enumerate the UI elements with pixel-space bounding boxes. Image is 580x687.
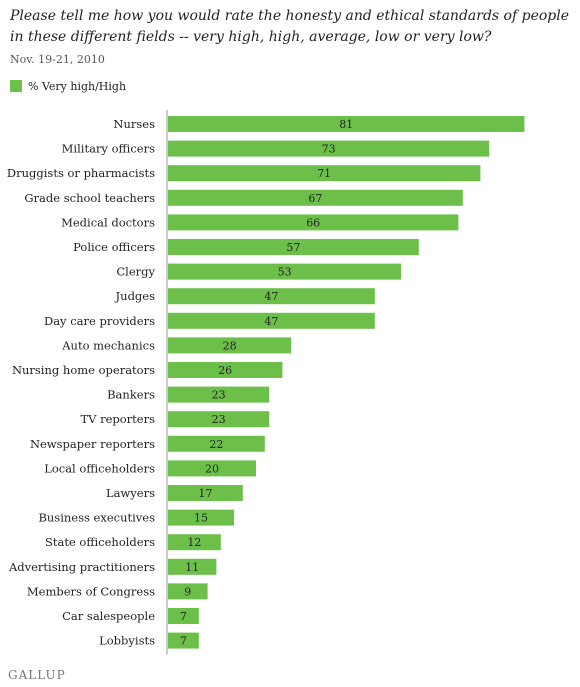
category-label: Nursing home operators	[12, 363, 155, 377]
category-label: Military officers	[62, 142, 155, 156]
chart-subtitle: Nov. 19-21, 2010	[10, 53, 105, 66]
data-label: 57	[286, 241, 300, 254]
data-label: 66	[306, 216, 320, 229]
data-label: 15	[194, 512, 208, 525]
category-label: Lawyers	[106, 486, 155, 500]
bar	[168, 337, 292, 354]
bar	[168, 608, 199, 624]
data-label: 23	[212, 413, 226, 426]
bar	[168, 165, 481, 182]
category-label: Lobbyists	[99, 634, 155, 648]
bar	[168, 312, 375, 329]
legend-label: % Very high/High	[28, 79, 127, 93]
data-label: 12	[187, 536, 201, 549]
bar	[168, 386, 270, 403]
bar	[168, 239, 419, 255]
category-label: Clergy	[116, 265, 155, 279]
category-label: State officeholders	[45, 535, 155, 549]
data-label: 47	[264, 315, 278, 328]
data-label: 67	[308, 192, 322, 205]
data-label: 71	[317, 167, 331, 180]
bar-chart: Nurses 81 Military officers 73 Druggists or …	[7, 110, 525, 655]
data-label: 7	[180, 610, 187, 623]
gallup-logo: GALLUP	[8, 668, 66, 682]
bar	[168, 534, 221, 551]
chart-title: Please tell me how you would rate the ho…	[10, 8, 570, 45]
bar	[168, 140, 490, 157]
category-label: Nurses	[113, 117, 155, 131]
data-label: 22	[209, 438, 223, 451]
category-label: Police officers	[73, 240, 155, 254]
legend-swatch	[10, 80, 22, 92]
data-label: 53	[278, 266, 292, 279]
data-label: 81	[339, 118, 353, 131]
bar	[168, 509, 234, 526]
category-label: Auto mechanics	[61, 338, 155, 352]
data-label: 47	[264, 290, 278, 303]
category-label: Members of Congress	[27, 584, 155, 598]
category-label: Medical doctors	[61, 215, 155, 229]
category-label: Local officeholders	[44, 461, 155, 475]
bar	[168, 411, 270, 428]
data-label: 23	[212, 389, 226, 402]
bar	[168, 435, 265, 452]
data-label: 11	[185, 561, 199, 574]
bar	[168, 632, 199, 649]
data-label: 9	[184, 585, 191, 598]
bar	[168, 558, 217, 575]
data-label: 17	[198, 487, 212, 500]
bar	[168, 460, 256, 477]
category-label: Judges	[115, 289, 156, 303]
bar	[168, 288, 375, 305]
bar	[168, 583, 208, 600]
bar	[168, 116, 525, 132]
data-label: 20	[205, 462, 219, 475]
bar	[168, 214, 459, 231]
category-label: Druggists or pharmacists	[7, 166, 155, 180]
category-label: Grade school teachers	[24, 191, 155, 205]
category-label: TV reporters	[80, 412, 155, 426]
data-label: 7	[180, 635, 187, 648]
data-label: 26	[218, 364, 232, 377]
bar	[168, 189, 463, 206]
data-label: 28	[223, 339, 237, 352]
legend: % Very high/High	[10, 79, 126, 93]
bar	[168, 485, 243, 501]
category-label: Bankers	[107, 388, 155, 402]
category-label: Day care providers	[44, 314, 155, 328]
data-label: 73	[322, 143, 336, 156]
category-label: Business executives	[38, 511, 155, 525]
bar	[168, 263, 402, 280]
bar	[168, 362, 283, 378]
category-label: Newspaper reporters	[30, 437, 155, 451]
category-label: Car salespeople	[62, 609, 155, 623]
category-label: Advertising practitioners	[8, 560, 155, 574]
